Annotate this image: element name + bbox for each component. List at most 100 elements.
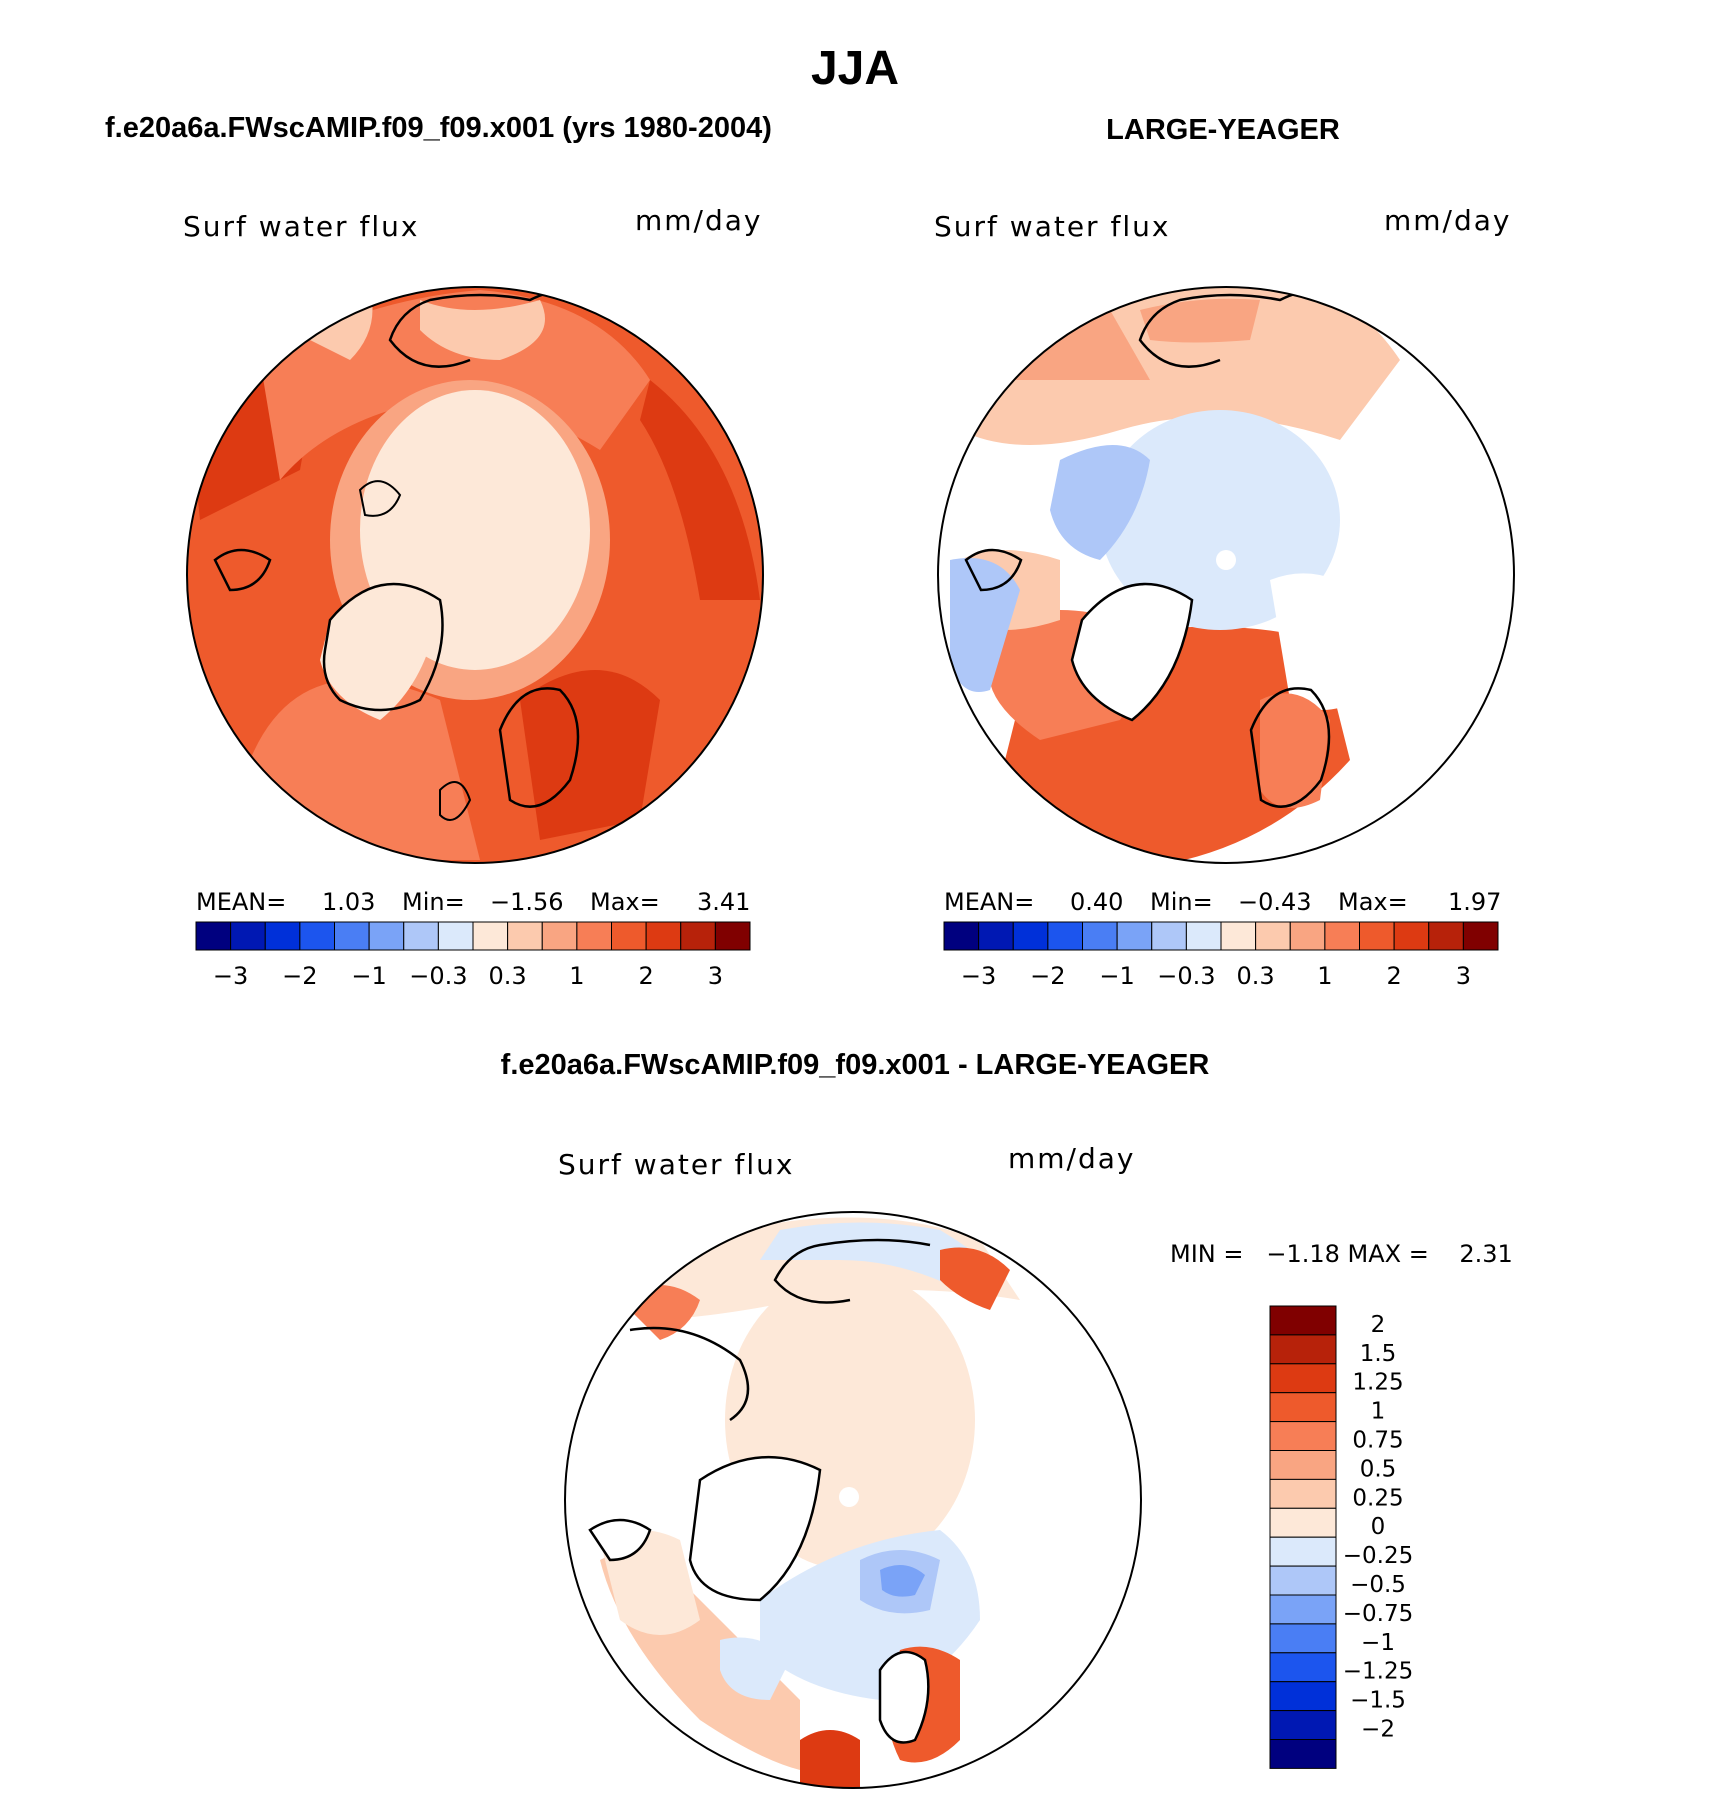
colorbar-difference-tick-label: −0.5	[1350, 1572, 1406, 1598]
panel2-stats: MEAN= 0.40 Min= −0.43 Max= 1.97	[944, 888, 1501, 916]
colorbar-obs-tick-label: −0.3	[1157, 962, 1215, 990]
colorbar-model-swatch	[334, 921, 370, 951]
colorbar-difference-tick-label: −1.25	[1343, 1659, 1413, 1685]
colorbar-obs-swatch	[1289, 921, 1326, 951]
colorbar-model-tick-label: −0.3	[409, 962, 467, 990]
colorbar-model-swatch	[403, 921, 439, 951]
panel1-mean-label: MEAN=	[196, 888, 286, 916]
colorbar-difference-swatch	[1269, 1450, 1337, 1480]
panel2-mean-label: MEAN=	[944, 888, 1034, 916]
panel1-min-label: Min=	[402, 888, 465, 916]
colorbar-difference-swatch	[1269, 1710, 1337, 1740]
map-difference-frame	[564, 1211, 1142, 1789]
colorbar-difference-tick-label: 0.25	[1352, 1485, 1403, 1511]
colorbar-model-swatch	[507, 921, 543, 951]
colorbar-obs-swatch	[1012, 921, 1049, 951]
colorbar-model-swatch	[714, 921, 751, 951]
colorbar-difference-tick-label: 0	[1371, 1514, 1386, 1540]
panel1-mean-value: 1.03	[322, 888, 375, 916]
colorbar-model-tick-label: −1	[351, 962, 386, 990]
colorbar-difference-swatch	[1269, 1652, 1337, 1683]
colorbar-obs-tick-label: 2	[1386, 962, 1401, 990]
colorbar-obs-tick-label: −2	[1030, 962, 1065, 990]
colorbar-difference-tick-label: 2	[1371, 1312, 1386, 1338]
panel2-case-title: LARGE-YEAGER	[1106, 114, 1340, 146]
panel2-min-value: −0.43	[1238, 888, 1312, 916]
colorbar-model-swatch	[368, 921, 405, 951]
panel1-units: mm/day	[635, 204, 763, 237]
colorbar-model: −3 −2 −1 −0.3 0.3 1 2 3	[195, 921, 751, 990]
colorbar-difference-tick-label: 1.5	[1360, 1341, 1397, 1367]
panel1-stats: MEAN= 1.03 Min= −1.56 Max= 3.41	[196, 888, 750, 916]
map-obs-pole-marker	[1216, 550, 1236, 570]
colorbar-difference-tick-label: −0.25	[1343, 1543, 1413, 1569]
colorbar-model-swatch	[437, 921, 474, 951]
colorbar-difference-tick-label: −0.75	[1343, 1601, 1413, 1627]
colorbar-obs-tick-label: 1	[1317, 962, 1332, 990]
map-obs	[938, 287, 1514, 863]
panel2-mean-value: 0.40	[1070, 888, 1123, 916]
colorbar-model-tick-label: 1	[569, 962, 584, 990]
colorbar-obs-tick-label: 3	[1456, 962, 1471, 990]
colorbar-obs-swatch	[1324, 921, 1360, 951]
colorbar-difference-swatch	[1269, 1739, 1337, 1769]
colorbar-obs-swatch	[1255, 921, 1291, 951]
colorbar-obs-swatch	[1359, 921, 1395, 951]
colorbar-model-swatch	[195, 921, 232, 951]
diff-minmax: MIN = −1.18 MAX = 2.31	[1170, 1240, 1513, 1268]
colorbar-model-tick-label: 2	[638, 962, 653, 990]
colorbar-obs-swatch	[1428, 921, 1464, 951]
colorbar-obs-swatch	[943, 921, 980, 951]
colorbar-difference-swatch	[1269, 1392, 1337, 1423]
colorbar-difference-swatch	[1269, 1421, 1337, 1451]
colorbar-difference-swatch	[1269, 1565, 1337, 1596]
colorbar-model-swatch	[680, 921, 716, 951]
colorbar-difference-swatch	[1269, 1478, 1337, 1509]
colorbar-model-tick-label: −3	[213, 962, 248, 990]
colorbar-model-tick-label: 3	[708, 962, 723, 990]
colorbar-difference: 2 1.5 1.25 1 0.750.5 0.25 0 −0.25 −0.5 −0.75 −1 −1.…	[1269, 1305, 1413, 1769]
colorbar-difference-tick-label: −2	[1361, 1717, 1395, 1743]
colorbar-difference-swatch	[1269, 1536, 1337, 1567]
colorbar-difference-tick-label: −1.5	[1350, 1688, 1406, 1714]
panel1-case-title: f.e20a6a.FWscAMIP.f09_f09.x001 (yrs 1980…	[105, 112, 772, 144]
colorbar-obs-swatch	[1462, 921, 1499, 951]
diff-var-label: Surf water flux	[558, 1148, 794, 1181]
colorbar-difference-swatch	[1269, 1681, 1337, 1712]
colorbar-obs-swatch	[1151, 921, 1187, 951]
colorbar-model-swatch	[299, 921, 335, 951]
map-model-frame	[186, 286, 764, 864]
colorbar-obs-swatch	[1047, 921, 1083, 951]
colorbar-model-tick-label: 0.3	[489, 962, 527, 990]
colorbar-obs-swatch	[1116, 921, 1153, 951]
panel2-units: mm/day	[1384, 204, 1512, 237]
panel2-max-label: Max=	[1338, 888, 1408, 916]
colorbar-obs-tick-label: −3	[961, 962, 996, 990]
colorbar-model-tick-label: −2	[282, 962, 317, 990]
colorbar-obs: −3 −2 −1 −0.3 0.3 1 2 3	[943, 921, 1499, 990]
colorbar-difference-swatch	[1269, 1623, 1337, 1654]
colorbar-model-swatch	[230, 921, 266, 951]
colorbar-obs-swatch	[1393, 921, 1430, 951]
colorbar-model-swatch	[611, 921, 647, 951]
panel2-max-value: 1.97	[1448, 888, 1501, 916]
colorbar-difference-swatch	[1269, 1363, 1337, 1394]
colorbar-difference-swatch	[1269, 1594, 1337, 1625]
panel1-max-label: Max=	[590, 888, 660, 916]
colorbar-obs-swatch	[978, 921, 1014, 951]
colorbar-difference-tick-label: 0.75	[1352, 1428, 1403, 1454]
diff-title: f.e20a6a.FWscAMIP.f09_f09.x001 - LARGE-Y…	[501, 1049, 1210, 1081]
colorbar-difference-swatch	[1269, 1334, 1337, 1365]
colorbar-obs-swatch	[1220, 921, 1257, 951]
colorbar-obs-swatch	[1185, 921, 1222, 951]
colorbar-difference-tick-label: 1.25	[1352, 1370, 1403, 1396]
panel1-max-value: 3.41	[697, 888, 750, 916]
diff-units: mm/day	[1008, 1142, 1136, 1175]
map-model	[187, 287, 763, 863]
colorbar-model-swatch	[645, 921, 682, 951]
colorbar-model-swatch	[264, 921, 301, 951]
colorbar-difference-swatch	[1269, 1305, 1337, 1336]
colorbar-model-swatch	[576, 921, 612, 951]
colorbar-obs-tick-label: 0.3	[1237, 962, 1275, 990]
